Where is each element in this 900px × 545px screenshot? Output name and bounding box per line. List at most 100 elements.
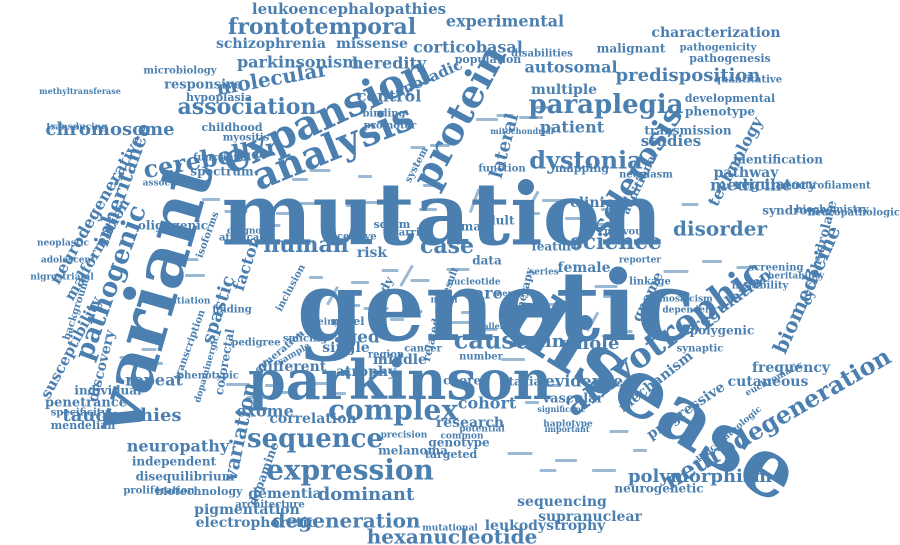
cloud-word-repeat: repeat: [125, 371, 183, 390]
tiny-word-speck: [529, 190, 540, 205]
tiny-word-speck: [472, 328, 498, 331]
tiny-word-speck: [519, 116, 543, 119]
cloud-word-science: science: [570, 229, 662, 255]
cloud-word-biochemistry: biochemistry: [796, 205, 870, 216]
cloud-word-neoplasm: neoplasm: [619, 170, 673, 181]
cloud-word-finding: finding: [212, 305, 252, 316]
cloud-word-common: common: [440, 432, 484, 442]
cloud-word-polygenic: polygenic: [690, 324, 755, 338]
tiny-word-speck: [586, 311, 599, 332]
cloud-word-heritability: heritability: [768, 272, 825, 282]
cloud-word-methyltransferase: methyltransferase: [39, 86, 121, 96]
cloud-word-clinical: clinical: [570, 195, 628, 211]
cloud-word-cohort: cohort: [458, 394, 517, 413]
cloud-word-significant: significant: [537, 404, 585, 414]
cloud-word-melanoma: melanoma: [378, 444, 448, 458]
tiny-word-speck: [496, 114, 514, 117]
cloud-word-carrier: carrier: [393, 228, 432, 239]
cloud-word-genotype: genotype: [428, 436, 490, 450]
cloud-word-predisposition: predisposition: [616, 65, 761, 86]
cloud-word-nigrostriatal: nigrostriatal: [30, 273, 94, 283]
tiny-word-speck: [592, 469, 616, 472]
tiny-word-speck: [410, 146, 426, 149]
cloud-word-potential: potential: [459, 425, 505, 435]
cloud-word-dependent: dependent: [662, 306, 716, 316]
cloud-word-ataxia: ataxia: [501, 375, 542, 389]
tiny-word-speck: [603, 295, 621, 298]
cloud-word-aged: aged: [334, 328, 380, 348]
cloud-word-independent: independent: [132, 455, 217, 469]
cloud-word-missense: missense: [336, 36, 408, 52]
cloud-word-synaptic: synaptic: [677, 344, 724, 355]
tiny-word-speck: [507, 452, 533, 455]
cloud-word-paraplegia: paraplegia: [528, 90, 683, 120]
cloud-word-characterization: characterization: [651, 25, 780, 41]
cloud-word-atrophy: atrophy: [336, 364, 397, 380]
cloud-word-dystonia: dystonia: [529, 146, 642, 175]
tiny-word-speck: [609, 430, 629, 433]
cloud-word-atypical: atypical: [219, 233, 263, 244]
cloud-word-brain: brain: [511, 331, 565, 352]
cloud-word-reporter: reporter: [619, 256, 661, 266]
cloud-word-exome: exome: [236, 402, 294, 421]
cloud-word-chromosome: chromosome: [45, 119, 174, 140]
cloud-word-instability: instability: [732, 281, 790, 292]
tiny-word-speck: [461, 311, 479, 314]
cloud-word-childhood: childhood: [201, 121, 262, 134]
tiny-word-speck: [360, 201, 384, 204]
tiny-word-speck: [381, 269, 399, 272]
cloud-word-frontotemporal: frontotemporal: [228, 14, 416, 40]
cloud-word-electrophoretic: electrophoretic: [196, 515, 317, 531]
cloud-word-multiple: multiple: [531, 82, 597, 98]
cloud-word-initiation: initiation: [164, 297, 211, 307]
cloud-word-heredity: heredity: [352, 54, 427, 73]
cloud-word-neoplastic: neoplastic: [37, 239, 89, 249]
cloud-word-malignant: malignant: [597, 42, 666, 56]
tiny-word-speck: [542, 199, 564, 202]
cloud-word-tauopathies: tauopathies: [62, 405, 181, 426]
tiny-word-speck: [469, 188, 480, 213]
cloud-word-quantitative: quantitative: [714, 75, 782, 86]
tiny-word-speck: [309, 276, 323, 279]
cloud-word-corticobasal: corticobasal: [413, 38, 523, 57]
cloud-word-biotechnology: biotechnology: [156, 485, 244, 498]
tiny-word-speck: [525, 401, 539, 404]
cloud-word-association: association: [178, 94, 317, 120]
cloud-word-nervous: nervous: [604, 227, 649, 238]
cloud-word-frequency: frequency: [752, 360, 831, 376]
cloud-word-adolescent: adolescent: [41, 256, 96, 266]
cloud-word-microbiology: microbiology: [143, 66, 217, 77]
cloud-word-regulatory: regulatory: [734, 177, 817, 193]
cloud-word-pigmentation: pigmentation: [194, 502, 300, 518]
tiny-word-speck: [326, 286, 339, 306]
cloud-word-disabilities: disabilities: [511, 49, 573, 60]
tiny-word-speck: [430, 144, 450, 147]
tiny-word-speck: [448, 321, 472, 324]
cloud-word-schizophrenia: schizophrenia: [216, 36, 326, 52]
cloud-word-pedigree: pedigree: [231, 338, 280, 349]
cloud-word-important: important: [544, 424, 589, 434]
cloud-word-expression: expression: [266, 454, 434, 487]
tiny-word-speck: [226, 383, 250, 386]
cloud-word-ageing: ageing: [306, 318, 341, 328]
tiny-word-speck: [501, 358, 525, 361]
cloud-word-pathway: pathway: [714, 165, 780, 181]
cloud-word-neuropathy: neuropathy: [127, 437, 230, 456]
cloud-word-whole: whole: [560, 333, 620, 354]
cloud-word-neurogenetic: neurogenetic: [614, 482, 703, 496]
cloud-word-control: control: [357, 87, 422, 106]
tiny-word-speck: [265, 384, 283, 387]
tiny-word-speck: [419, 208, 437, 211]
cloud-word-syndrome: syndrome: [762, 204, 828, 218]
cloud-word-mitochondrial: mitochondrial: [490, 126, 553, 136]
tiny-word-speck: [399, 264, 414, 287]
tiny-word-speck: [299, 202, 321, 205]
cloud-word-associated: associated: [143, 179, 197, 189]
cloud-word-mutational: mutational: [422, 524, 478, 534]
cloud-word-neuropathological: neuropathological: [808, 208, 900, 219]
cloud-word-binding: binding: [362, 109, 405, 120]
cloud-word-nucleotide: nucleotide: [447, 278, 501, 288]
cloud-word-responsive: responsive: [164, 78, 242, 93]
tiny-word-speck: [307, 382, 329, 385]
